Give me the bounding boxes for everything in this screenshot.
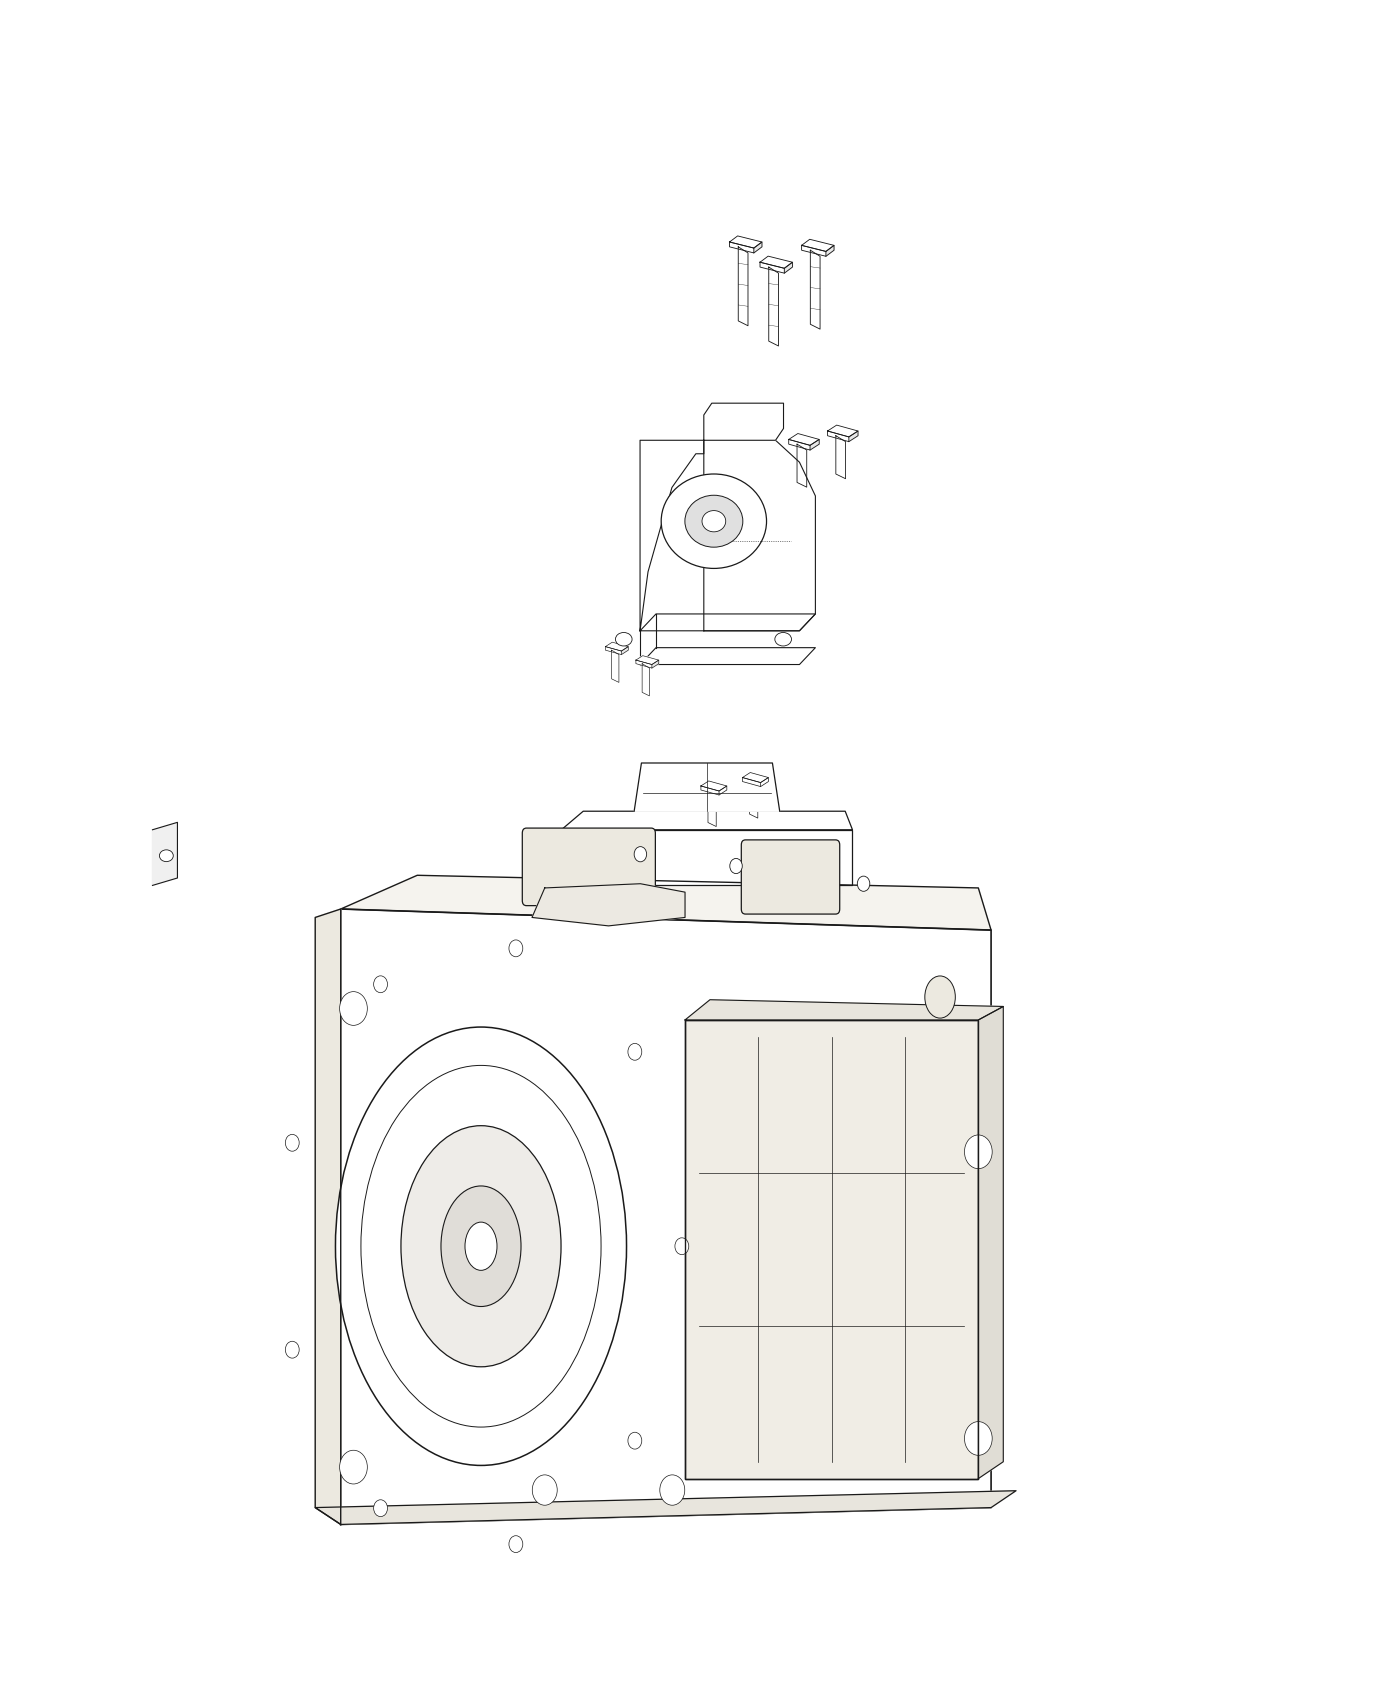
Polygon shape bbox=[760, 257, 792, 269]
Polygon shape bbox=[340, 876, 991, 930]
Ellipse shape bbox=[857, 876, 869, 891]
Ellipse shape bbox=[965, 1421, 993, 1455]
Polygon shape bbox=[643, 663, 650, 695]
Polygon shape bbox=[827, 432, 848, 442]
Polygon shape bbox=[760, 777, 769, 787]
Polygon shape bbox=[742, 777, 760, 787]
Ellipse shape bbox=[774, 632, 791, 646]
Ellipse shape bbox=[286, 1341, 300, 1358]
Ellipse shape bbox=[340, 991, 367, 1025]
Polygon shape bbox=[848, 432, 858, 442]
Ellipse shape bbox=[661, 474, 767, 568]
Polygon shape bbox=[788, 439, 811, 451]
Polygon shape bbox=[836, 435, 846, 479]
Ellipse shape bbox=[629, 1431, 641, 1448]
Ellipse shape bbox=[701, 510, 725, 532]
Ellipse shape bbox=[532, 1476, 557, 1504]
Ellipse shape bbox=[400, 1125, 561, 1367]
Polygon shape bbox=[760, 262, 784, 274]
Ellipse shape bbox=[465, 1222, 497, 1270]
Ellipse shape bbox=[629, 1044, 641, 1061]
Polygon shape bbox=[979, 1006, 1004, 1479]
Polygon shape bbox=[685, 1000, 1004, 1020]
Bar bbox=[685, 1020, 979, 1479]
Polygon shape bbox=[561, 830, 853, 886]
Ellipse shape bbox=[336, 1027, 627, 1465]
Ellipse shape bbox=[510, 940, 522, 957]
Ellipse shape bbox=[729, 858, 742, 874]
FancyBboxPatch shape bbox=[522, 828, 655, 906]
Polygon shape bbox=[720, 785, 727, 796]
Polygon shape bbox=[826, 245, 834, 257]
Polygon shape bbox=[634, 763, 780, 811]
Polygon shape bbox=[605, 643, 629, 651]
Ellipse shape bbox=[286, 1134, 300, 1151]
Polygon shape bbox=[769, 267, 778, 347]
Polygon shape bbox=[532, 884, 685, 926]
Polygon shape bbox=[640, 648, 815, 665]
Polygon shape bbox=[708, 790, 717, 826]
Polygon shape bbox=[640, 614, 815, 631]
Polygon shape bbox=[701, 780, 727, 791]
Polygon shape bbox=[704, 440, 815, 631]
Polygon shape bbox=[704, 403, 784, 440]
Polygon shape bbox=[561, 811, 853, 830]
Polygon shape bbox=[729, 236, 762, 248]
Polygon shape bbox=[802, 240, 834, 252]
Polygon shape bbox=[802, 245, 826, 257]
Polygon shape bbox=[797, 444, 806, 488]
Ellipse shape bbox=[374, 976, 388, 993]
Polygon shape bbox=[315, 910, 340, 1525]
Polygon shape bbox=[612, 649, 619, 682]
Polygon shape bbox=[784, 262, 792, 274]
Ellipse shape bbox=[510, 1535, 522, 1552]
Ellipse shape bbox=[675, 1238, 689, 1255]
Polygon shape bbox=[636, 656, 659, 665]
Polygon shape bbox=[315, 1491, 1016, 1525]
Polygon shape bbox=[738, 246, 748, 326]
Ellipse shape bbox=[616, 632, 631, 646]
Ellipse shape bbox=[340, 1450, 367, 1484]
Polygon shape bbox=[605, 646, 622, 654]
Polygon shape bbox=[340, 910, 991, 1525]
Polygon shape bbox=[811, 250, 820, 330]
Polygon shape bbox=[811, 439, 819, 451]
Polygon shape bbox=[640, 440, 704, 631]
Ellipse shape bbox=[374, 1499, 388, 1516]
FancyBboxPatch shape bbox=[742, 840, 840, 915]
Ellipse shape bbox=[160, 850, 174, 862]
Ellipse shape bbox=[659, 1476, 685, 1504]
Polygon shape bbox=[652, 660, 659, 668]
Ellipse shape bbox=[634, 847, 647, 862]
Polygon shape bbox=[742, 772, 769, 782]
Ellipse shape bbox=[441, 1187, 521, 1307]
Polygon shape bbox=[753, 241, 762, 253]
Polygon shape bbox=[636, 660, 652, 668]
Polygon shape bbox=[701, 785, 720, 796]
Polygon shape bbox=[749, 782, 757, 818]
Polygon shape bbox=[622, 646, 629, 654]
Ellipse shape bbox=[685, 495, 743, 547]
Polygon shape bbox=[153, 823, 178, 886]
Ellipse shape bbox=[965, 1136, 993, 1168]
Ellipse shape bbox=[925, 976, 955, 1018]
Polygon shape bbox=[788, 434, 819, 445]
Bar bbox=[685, 1020, 979, 1479]
Polygon shape bbox=[827, 425, 858, 437]
Polygon shape bbox=[729, 241, 753, 253]
